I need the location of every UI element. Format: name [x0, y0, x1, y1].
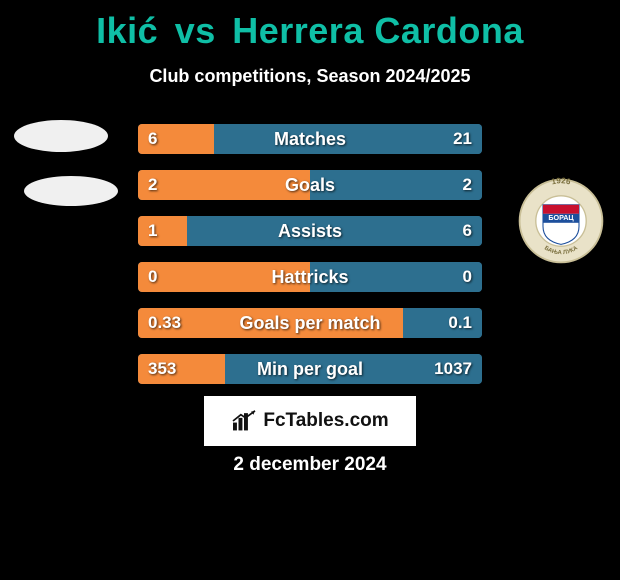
placeholder-ellipse: [24, 176, 118, 206]
stat-row: 16Assists: [138, 216, 482, 246]
borac-crest-icon: 1926 БОРАЦ БАЊА ЛУКА: [516, 176, 606, 266]
vs-text: vs: [175, 10, 216, 51]
stat-label: Goals per match: [138, 308, 482, 338]
stat-row: 22Goals: [138, 170, 482, 200]
brand-watermark: FcTables.com: [204, 396, 416, 446]
svg-text:1926: 1926: [551, 176, 572, 186]
stat-row: 00Hattricks: [138, 262, 482, 292]
snapshot-date: 2 december 2024: [0, 454, 620, 476]
stats-bars: 621Matches 22Goals 16Assists 00Hattricks 0.3…: [138, 124, 482, 400]
stat-label: Matches: [138, 124, 482, 154]
stat-label: Min per goal: [138, 354, 482, 384]
placeholder-ellipse: [14, 120, 108, 152]
stat-label: Goals: [138, 170, 482, 200]
subtitle: Club competitions, Season 2024/2025: [0, 66, 620, 87]
stat-row: 621Matches: [138, 124, 482, 154]
stat-row: 3531037Min per goal: [138, 354, 482, 384]
brand-text: FcTables.com: [263, 410, 388, 432]
left-club-placeholder: [14, 94, 104, 184]
right-club-crest: 1926 БОРАЦ БАЊА ЛУКА: [516, 176, 606, 266]
comparison-title: Ikić vs Herrera Cardona: [0, 0, 620, 52]
bar-chart-icon: [231, 410, 257, 432]
stat-label: Assists: [138, 216, 482, 246]
player2-name: Herrera Cardona: [232, 10, 524, 51]
stat-label: Hattricks: [138, 262, 482, 292]
player1-name: Ikić: [96, 10, 158, 51]
svg-text:БОРАЦ: БОРАЦ: [548, 213, 574, 222]
stat-row: 0.330.1Goals per match: [138, 308, 482, 338]
